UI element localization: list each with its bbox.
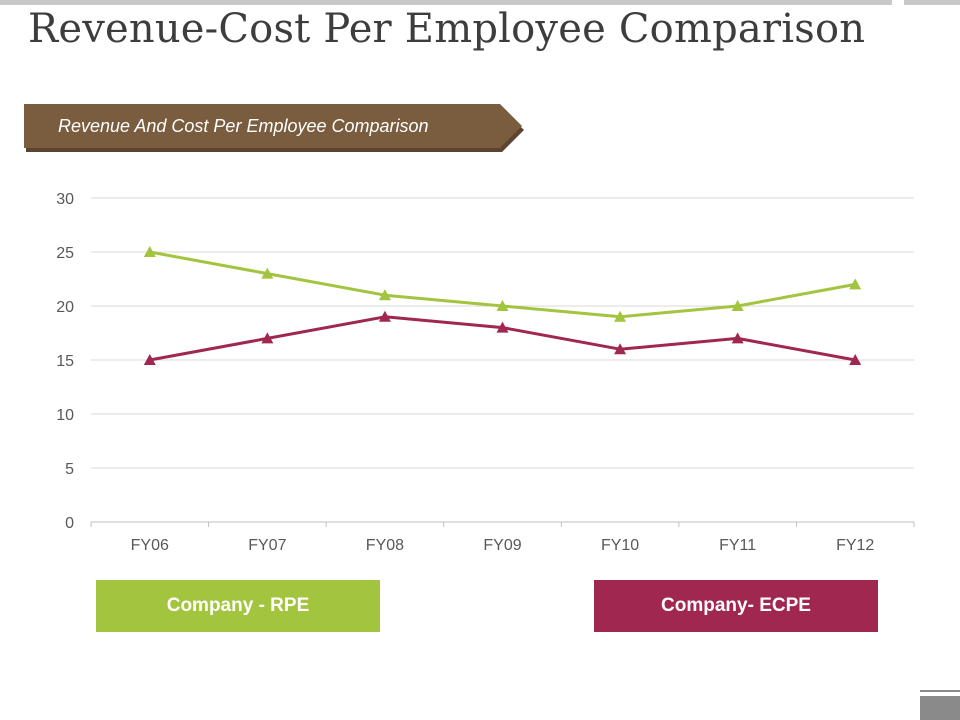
legend-rpe: Company - RPE bbox=[96, 580, 380, 632]
data-point-rpe bbox=[378, 289, 391, 301]
data-point-ecpe bbox=[143, 354, 156, 365]
data-point-ecpe bbox=[261, 332, 274, 344]
legend-ecpe: Company- ECPE bbox=[594, 580, 878, 632]
section-banner: Revenue And Cost Per Employee Comparison bbox=[24, 104, 528, 152]
slide-title: Revenue-Cost Per Employee Comparison bbox=[28, 6, 866, 52]
x-tick-label: FY06 bbox=[131, 537, 169, 554]
banner-arrow-shape bbox=[24, 104, 524, 152]
data-point-ecpe bbox=[496, 321, 509, 333]
y-tick-label: 25 bbox=[56, 245, 74, 262]
top-rule-end bbox=[904, 0, 960, 5]
x-tick-label: FY10 bbox=[601, 537, 639, 554]
y-tick-label: 20 bbox=[56, 299, 74, 316]
data-point-rpe bbox=[614, 310, 627, 322]
legend-rpe-label: Company - RPE bbox=[166, 595, 310, 616]
y-tick-label: 0 bbox=[65, 515, 74, 532]
x-tick-label: FY12 bbox=[836, 537, 874, 554]
x-tick-label: FY07 bbox=[248, 537, 286, 554]
x-tick-label: FY09 bbox=[483, 537, 521, 554]
data-point-rpe bbox=[261, 267, 274, 279]
data-point-rpe bbox=[849, 278, 862, 290]
y-tick-label: 15 bbox=[56, 353, 74, 370]
x-tick-label: FY11 bbox=[719, 537, 756, 554]
data-point-ecpe bbox=[614, 343, 627, 355]
data-point-ecpe bbox=[849, 354, 862, 365]
data-point-rpe bbox=[731, 300, 744, 311]
banner-text: Revenue And Cost Per Employee Comparison bbox=[58, 116, 429, 136]
legend-ecpe-label: Company- ECPE bbox=[661, 595, 811, 616]
data-point-ecpe bbox=[731, 332, 744, 344]
x-tick-label: FY08 bbox=[366, 537, 404, 554]
y-tick-label: 5 bbox=[65, 461, 74, 478]
data-point-ecpe bbox=[378, 310, 391, 322]
line-chart: 0 5 10 15 20 25 30 FY06 FY07 FY08 FY09 FY10 FY11 FY12 bbox=[56, 191, 915, 554]
y-tick-label: 30 bbox=[56, 191, 74, 208]
slide-corner-icon bbox=[920, 690, 960, 720]
data-point-rpe bbox=[496, 300, 509, 311]
data-point-rpe bbox=[143, 246, 156, 257]
top-rule bbox=[0, 0, 892, 5]
y-tick-label: 10 bbox=[56, 407, 74, 424]
